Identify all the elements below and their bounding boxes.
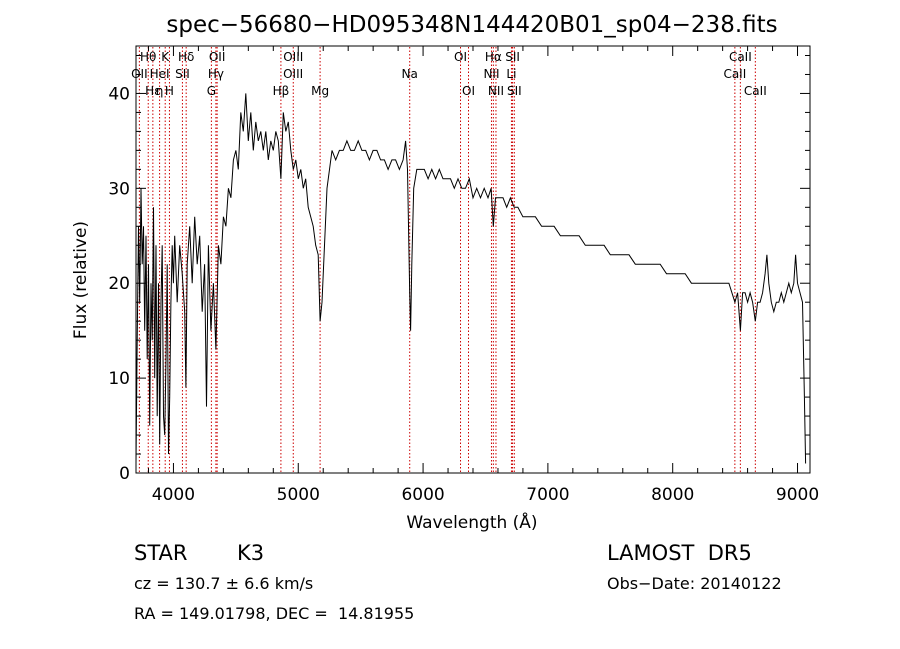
- spectral-line-label: H: [165, 84, 174, 98]
- x-axis-label: Wavelength (Å): [406, 511, 537, 533]
- x-tick-label: 9000: [776, 485, 819, 505]
- spectral-line-label: Hβ: [273, 84, 290, 98]
- plot-frame: [135, 45, 811, 474]
- y-tick-label: 30: [108, 179, 130, 199]
- spectral-line-label: SII: [507, 84, 522, 98]
- spectral-line-markers: [138, 47, 756, 472]
- spectral-line-label: G: [207, 84, 216, 98]
- spectral-line-label: NII: [488, 84, 504, 98]
- spectral-line-label: SII: [175, 67, 190, 81]
- spectral-line-label: η: [156, 84, 164, 98]
- spectral-line-label: K: [161, 50, 170, 64]
- x-axis-ticks: 4000 5000 6000 7000 8000 9000: [147, 46, 819, 505]
- spectral-line-label: Na: [402, 67, 418, 81]
- y-tick-label: 0: [119, 464, 130, 484]
- spectral-line-label: CaII: [729, 50, 752, 64]
- chart-title: spec−56680−HD095348N144420B01_sp04−238.f…: [166, 12, 777, 38]
- spectral-line-label: OI: [462, 84, 475, 98]
- spectral-line-label: OI: [454, 50, 467, 64]
- spectral-line-label: Hγ: [208, 67, 224, 81]
- spectral-line-label: CaII: [744, 84, 767, 98]
- x-tick-label: 6000: [401, 485, 444, 505]
- spectrum-line: [135, 93, 807, 464]
- spectral-line-label: OII: [209, 50, 226, 64]
- y-axis-label: Flux (relative): [71, 221, 91, 339]
- spectral-line-label: Hθ: [140, 50, 156, 64]
- survey-name: LAMOST DR5: [607, 541, 752, 565]
- y-tick-label: 10: [108, 369, 130, 389]
- spectral-line-label: OIII: [283, 67, 303, 81]
- spectral-line-label: Mg: [311, 84, 329, 98]
- spectral-line-label: CaII: [723, 67, 746, 81]
- observation-date: Obs−Date: 20140122: [607, 574, 782, 593]
- x-tick-label: 5000: [277, 485, 320, 505]
- x-tick-label: 4000: [152, 485, 195, 505]
- spectral-line-label: Hα: [485, 50, 502, 64]
- object-subclass: K3: [237, 541, 264, 565]
- y-tick-label: 20: [108, 274, 130, 294]
- spectral-line-label: Hε: [145, 84, 161, 98]
- spectral-line-label: Li: [506, 67, 516, 81]
- spectral-line-label: OIII: [283, 50, 303, 64]
- spectral-line-label: SII: [505, 50, 520, 64]
- spectral-line-label: NII: [483, 67, 499, 81]
- spectral-line-label: Hδ: [178, 50, 194, 64]
- y-axis-ticks: 0 10 20 30 40: [108, 54, 810, 484]
- object-class: STAR: [134, 541, 187, 565]
- spectral-line-label: HeI: [150, 67, 170, 81]
- redshift-value: cz = 130.7 ± 6.6 km/s: [134, 574, 313, 593]
- y-tick-label: 40: [108, 84, 130, 104]
- x-tick-label: 7000: [526, 485, 569, 505]
- sky-coordinates: RA = 149.01798, DEC = 14.81955: [134, 604, 414, 623]
- x-tick-label: 8000: [651, 485, 694, 505]
